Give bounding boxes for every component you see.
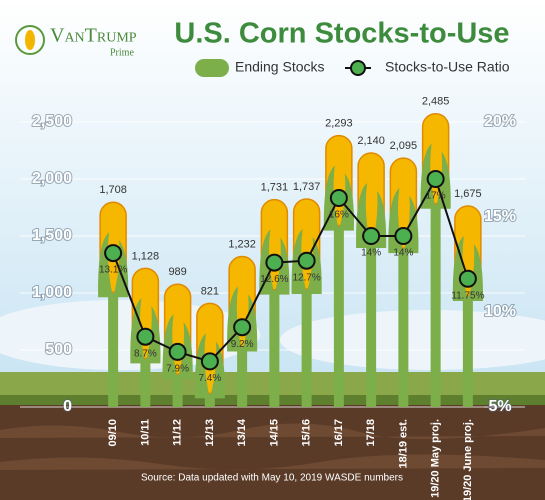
ratio-marker	[394, 227, 413, 245]
cloud	[0, 300, 260, 370]
stalk	[108, 212, 119, 407]
y2-tick-label: 20%	[484, 113, 516, 130]
value-label: 7.9%	[166, 364, 189, 375]
ratio-marker	[329, 189, 348, 207]
legend-marker	[350, 60, 366, 76]
x-tick-label: 11/12	[172, 419, 184, 446]
y-tick-label: 2,000	[32, 170, 72, 187]
value-label: 14%	[393, 248, 413, 259]
value-label: 14%	[361, 248, 381, 259]
x-tick-label: 16/17	[333, 419, 345, 447]
chart-title: U.S. Corn Stocks-to-Use	[174, 18, 509, 50]
value-label: 1,128	[132, 250, 160, 262]
value-label: 7.4%	[198, 373, 221, 384]
stalk	[366, 163, 377, 407]
logo-icon	[25, 30, 35, 50]
ratio-marker	[297, 251, 316, 270]
ratio-marker	[458, 269, 477, 288]
x-tick-label: 19/20 June proj.	[462, 419, 474, 500]
stalk	[333, 145, 344, 407]
x-tick-label: 13/14	[236, 418, 248, 446]
logo-icon	[15, 25, 45, 55]
x-tick-label: 09/10	[107, 419, 119, 447]
cloud	[280, 310, 545, 370]
ratio-marker	[200, 352, 219, 371]
stalk	[301, 208, 312, 407]
y-tick-label: 2,500	[32, 113, 72, 130]
value-label: 16%	[329, 210, 349, 221]
value-label: 12.6%	[260, 274, 288, 285]
y2-tick-label: 10%	[484, 303, 516, 320]
value-label: 1,731	[261, 182, 289, 194]
value-label: 13.1%	[99, 265, 127, 276]
value-label: 2,095	[390, 140, 418, 152]
value-label: 1,675	[454, 188, 482, 200]
legend-label: Ending Stocks	[235, 59, 325, 75]
legend-label: Stocks-to-Use Ratio	[385, 59, 510, 75]
source: Source: Data updated with May 10, 2019 W…	[141, 473, 403, 484]
y-tick-label: 500	[45, 341, 72, 358]
value-label: 11.75%	[451, 290, 484, 301]
soil	[0, 405, 545, 500]
y2-tick-label: 5%	[488, 398, 511, 415]
x-tick-label: 18/19 est.	[397, 419, 409, 469]
ratio-marker	[426, 170, 445, 188]
husk	[194, 333, 225, 399]
ratio-marker	[265, 253, 284, 272]
stalk	[269, 209, 280, 407]
value-label: 1,708	[99, 184, 127, 196]
husk	[162, 314, 193, 380]
logo-name: VanTrump	[50, 25, 137, 47]
value-label: 989	[168, 266, 186, 278]
logo-sub: Prime	[110, 47, 134, 58]
stalk	[398, 168, 409, 407]
value-label: 821	[201, 285, 219, 297]
y-tick-label: 1,500	[32, 227, 72, 244]
soil-furrows	[0, 423, 545, 470]
value-label: 2,293	[325, 118, 353, 130]
value-label: 8.7%	[134, 348, 157, 359]
stalk	[462, 216, 473, 407]
stalk	[430, 123, 441, 408]
ratio-marker	[168, 342, 187, 361]
ratio-marker	[233, 318, 252, 337]
ratio-marker	[104, 244, 123, 263]
value-label: 9.2%	[231, 339, 254, 350]
value-label: 2,140	[357, 135, 385, 147]
value-label: 2,485	[422, 96, 450, 108]
ratio-marker	[362, 227, 381, 245]
y-tick-label: 0	[63, 398, 72, 415]
value-label: 17%	[426, 191, 446, 202]
x-tick-label: 12/13	[204, 419, 216, 447]
x-tick-label: 17/18	[365, 419, 377, 447]
y-tick-label: 1,000	[32, 284, 72, 301]
x-tick-label: 10/11	[139, 419, 151, 446]
ratio-marker	[136, 327, 155, 346]
x-tick-label: 14/15	[268, 419, 280, 447]
x-tick-label: 15/16	[301, 419, 313, 447]
value-label: 12.7%	[292, 272, 320, 283]
legend-swatch	[195, 59, 229, 77]
value-label: 1,737	[293, 181, 321, 193]
x-tick-label: 19/20 May proj.	[430, 419, 442, 498]
y2-tick-label: 15%	[484, 208, 516, 225]
value-label: 1,232	[228, 238, 256, 250]
